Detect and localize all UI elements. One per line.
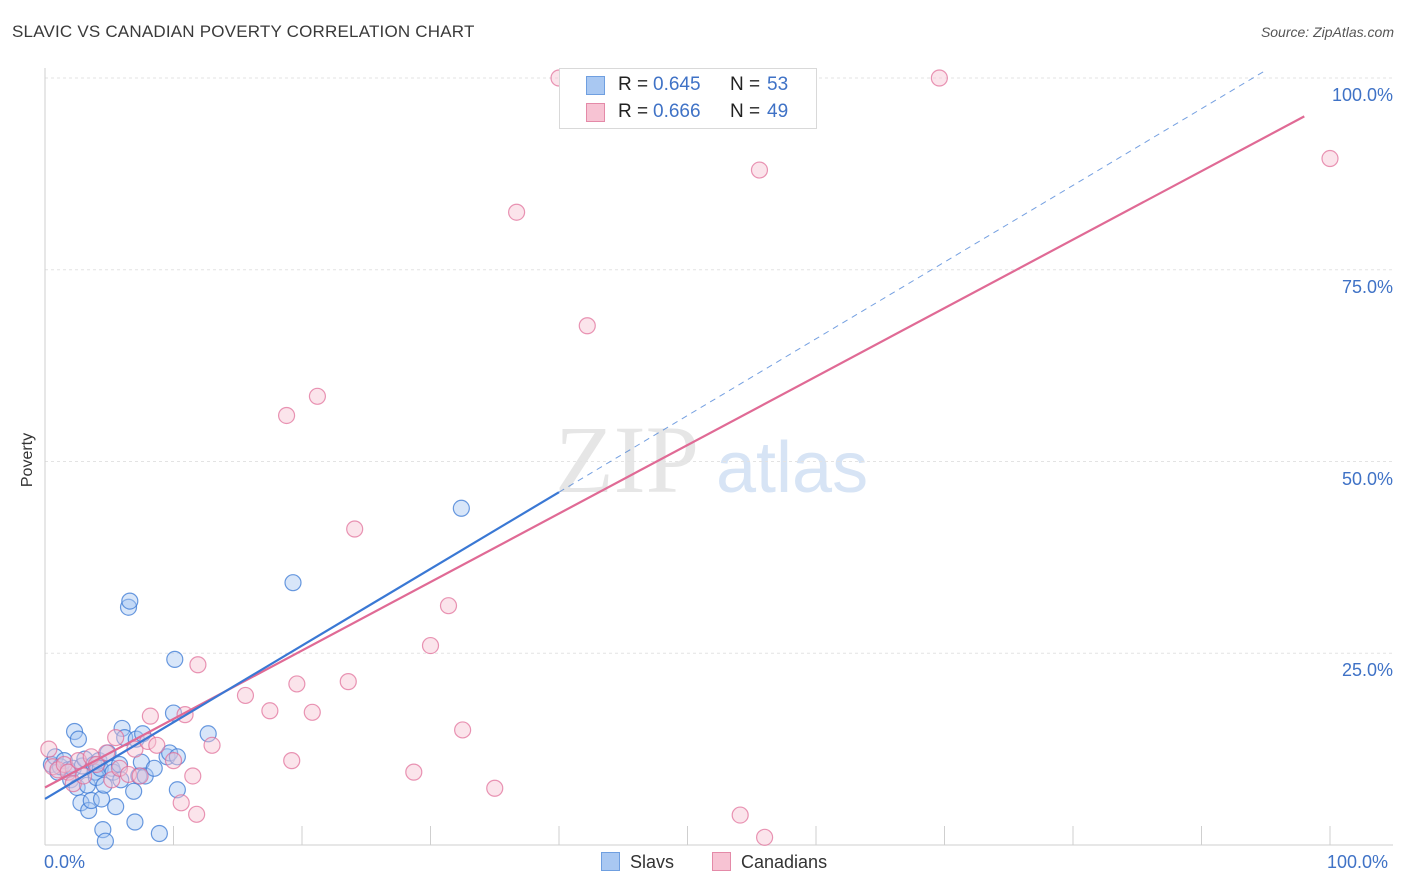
point-canadians <box>439 597 458 615</box>
point-canadians <box>277 406 296 425</box>
point-canadians <box>236 686 255 705</box>
r-value: 0.645 <box>653 74 701 95</box>
point-canadians <box>578 317 596 335</box>
point-canadians <box>454 721 472 739</box>
n-label: N = <box>730 74 761 95</box>
point-slavs <box>145 759 163 777</box>
trend-line-slavs-extrapolated <box>558 69 1267 493</box>
point-canadians <box>405 763 423 781</box>
point-canadians <box>40 740 58 758</box>
point-canadians <box>110 759 129 777</box>
point-canadians <box>131 767 149 785</box>
point-canadians <box>172 794 190 812</box>
legend-swatch-canadians <box>586 103 605 122</box>
y-tick-label: 25.0% <box>1341 660 1393 681</box>
point-canadians <box>203 736 221 754</box>
n-label: N = <box>730 101 761 122</box>
point-canadians <box>755 828 774 846</box>
r-label: R = <box>618 74 649 95</box>
watermark-zip: ZIP <box>555 406 699 513</box>
point-canadians <box>288 675 306 693</box>
x-tick-max: 100.0% <box>1327 852 1389 872</box>
watermark-atlas: atlas <box>716 428 868 508</box>
point-canadians <box>507 203 526 221</box>
legend-label-canadians: Canadians <box>741 852 828 872</box>
y-tick-label: 100.0% <box>1331 85 1393 105</box>
point-canadians <box>346 520 364 538</box>
axes <box>44 68 1393 846</box>
point-slavs <box>452 499 470 517</box>
point-canadians <box>308 387 327 405</box>
point-canadians <box>421 636 440 655</box>
trend-line-slavs <box>44 491 560 800</box>
x-tick-min: 0.0% <box>44 852 86 872</box>
gridlines <box>45 77 1393 654</box>
trend-line-canadians <box>44 115 1305 789</box>
r-value: 0.666 <box>653 101 701 122</box>
legend-item-slavs[interactable]: Slavs <box>601 852 674 873</box>
point-slavs <box>284 574 302 592</box>
point-canadians <box>303 703 321 721</box>
point-canadians <box>750 161 769 179</box>
point-canadians <box>731 806 749 824</box>
point-slavs <box>150 824 168 843</box>
chart-title: SLAVIC VS CANADIAN POVERTY CORRELATION C… <box>12 22 475 41</box>
y-tick-label: 75.0% <box>1341 276 1393 297</box>
point-slavs <box>166 650 184 668</box>
point-slavs <box>119 598 138 616</box>
source-label: Source: ZipAtlas.com <box>1260 24 1394 40</box>
legend-swatch-slavs <box>601 852 620 871</box>
point-slavs <box>69 730 88 748</box>
trend-lines <box>44 69 1305 800</box>
legend-swatch-canadians <box>712 852 731 871</box>
legend-label-slavs: Slavs <box>630 852 675 872</box>
y-tick-label: 50.0% <box>1341 468 1393 489</box>
point-slavs <box>107 798 125 816</box>
point-canadians <box>141 707 159 725</box>
point-canadians <box>107 729 125 747</box>
legend-item-canadians[interactable]: Canadians <box>712 852 827 873</box>
point-canadians <box>930 69 948 87</box>
point-canadians <box>188 805 206 823</box>
point-slavs <box>96 832 114 850</box>
point-canadians <box>189 656 207 674</box>
point-slavs <box>121 592 139 610</box>
point-canadians <box>184 767 202 785</box>
point-canadians <box>164 752 183 770</box>
stats-legend: R = 0.645 N = 53 R = 0.666 N = 49 <box>559 68 817 129</box>
point-canadians <box>339 673 357 691</box>
legend-swatch-slavs <box>586 76 605 95</box>
point-canadians <box>486 779 504 797</box>
point-slavs <box>92 790 111 808</box>
point-slavs <box>168 781 186 799</box>
n-value: 49 <box>767 101 789 122</box>
point-slavs <box>125 782 143 800</box>
point-slavs <box>126 813 144 831</box>
r-label: R = <box>618 101 649 122</box>
point-canadians <box>148 736 166 754</box>
point-canadians <box>283 752 301 770</box>
n-value: 53 <box>767 74 789 95</box>
point-canadians <box>261 702 279 720</box>
point-canadians <box>1321 149 1339 168</box>
point-slavs <box>80 801 98 820</box>
